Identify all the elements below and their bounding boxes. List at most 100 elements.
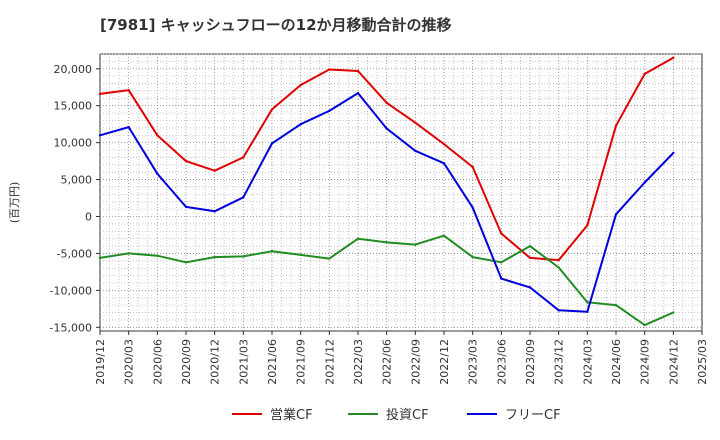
x-tick-label: 2021/09 (295, 339, 308, 385)
x-tick-label: 2021/06 (266, 339, 279, 385)
data-point (557, 309, 560, 312)
x-tick-label: 2024/03 (581, 339, 594, 385)
data-point (356, 91, 360, 95)
data-point (442, 162, 446, 165)
x-tick-label: 2024/09 (639, 339, 652, 385)
x-tick-label: 2024/12 (667, 339, 680, 385)
data-point (184, 261, 188, 264)
data-point (614, 124, 618, 127)
y-tick-label: 15,000 (54, 100, 93, 113)
data-point (442, 142, 446, 146)
x-tick-label: 2020/06 (151, 339, 164, 385)
x-tick-label: 2023/03 (467, 339, 480, 385)
data-point (98, 256, 102, 260)
data-point (213, 210, 216, 213)
data-point (98, 92, 102, 96)
data-point (586, 310, 589, 313)
x-tick-label: 2022/03 (352, 339, 365, 385)
data-point (471, 255, 474, 259)
data-point (672, 56, 675, 59)
x-tick-label: 2019/12 (94, 339, 107, 385)
x-tick-label: 2020/03 (123, 339, 136, 385)
data-point (127, 252, 130, 255)
data-point (442, 234, 446, 237)
data-point (270, 142, 274, 145)
chart-title: [7981] キャッシュフローの12か月移動合計の推移 (100, 16, 452, 34)
data-point (156, 254, 159, 257)
data-point (557, 266, 560, 269)
data-point (557, 258, 560, 262)
data-point (500, 261, 503, 264)
data-point (500, 232, 503, 235)
data-point (299, 122, 302, 126)
data-point (528, 244, 532, 248)
y-axis-label: (百万円) (8, 182, 21, 224)
data-point (127, 88, 130, 92)
x-tick-label: 2021/12 (323, 339, 336, 385)
data-point (385, 101, 388, 104)
data-point (242, 196, 245, 199)
data-point (672, 311, 675, 314)
data-point (614, 213, 618, 216)
data-point (156, 134, 159, 137)
data-point (414, 243, 417, 246)
data-point (299, 253, 302, 257)
data-point (471, 206, 474, 209)
legend-label: 営業CF (270, 407, 313, 423)
y-tick-label: 5,000 (61, 174, 93, 187)
legend-label: 投資CF (386, 407, 429, 423)
data-point (242, 255, 245, 258)
data-point (270, 250, 274, 253)
data-point (385, 127, 388, 130)
data-point (328, 109, 331, 113)
series-line-2 (99, 92, 675, 313)
y-tick-label: 10,000 (54, 137, 93, 150)
data-point (213, 169, 216, 172)
x-tick-label: 2023/09 (524, 339, 537, 385)
y-tick-label: 0 (85, 211, 92, 224)
series-line-0 (99, 56, 674, 262)
data-point (414, 121, 417, 124)
y-tick-label: -15,000 (50, 321, 92, 334)
x-tick-label: 2022/12 (438, 339, 451, 385)
data-point (500, 277, 503, 280)
x-tick-label: 2022/09 (409, 339, 422, 385)
data-point (242, 156, 245, 159)
x-tick-label: 2024/06 (610, 339, 623, 385)
data-point (299, 83, 302, 87)
data-point (643, 181, 646, 184)
x-tick-label: 2022/06 (381, 339, 394, 385)
plot-area (99, 53, 703, 332)
data-point (643, 323, 646, 327)
data-point (414, 149, 417, 152)
data-point (528, 256, 532, 260)
data-point (328, 68, 331, 71)
data-point (614, 303, 618, 307)
data-point (184, 159, 188, 163)
data-point (586, 224, 589, 227)
data-point (270, 108, 274, 111)
data-point (643, 72, 646, 76)
data-point (213, 255, 216, 259)
data-point (328, 257, 331, 260)
data-point (156, 172, 159, 175)
data-point (356, 237, 360, 240)
y-tick-label: -5,000 (57, 247, 92, 260)
x-tick-label: 2020/09 (180, 339, 193, 385)
data-point (98, 134, 102, 137)
data-point (586, 300, 589, 304)
x-tick-label: 2023/06 (495, 339, 508, 385)
y-tick-label: 20,000 (54, 63, 93, 76)
legend-label: フリーCF (505, 408, 561, 423)
x-tick-label: 2025/03 (696, 339, 709, 385)
data-point (471, 165, 474, 169)
data-point (127, 125, 130, 129)
data-point (385, 241, 388, 244)
data-point (528, 286, 532, 289)
data-point (672, 151, 675, 155)
data-point (356, 69, 360, 73)
x-tick-label: 2023/12 (553, 339, 566, 385)
y-tick-label: -10,000 (50, 284, 92, 297)
